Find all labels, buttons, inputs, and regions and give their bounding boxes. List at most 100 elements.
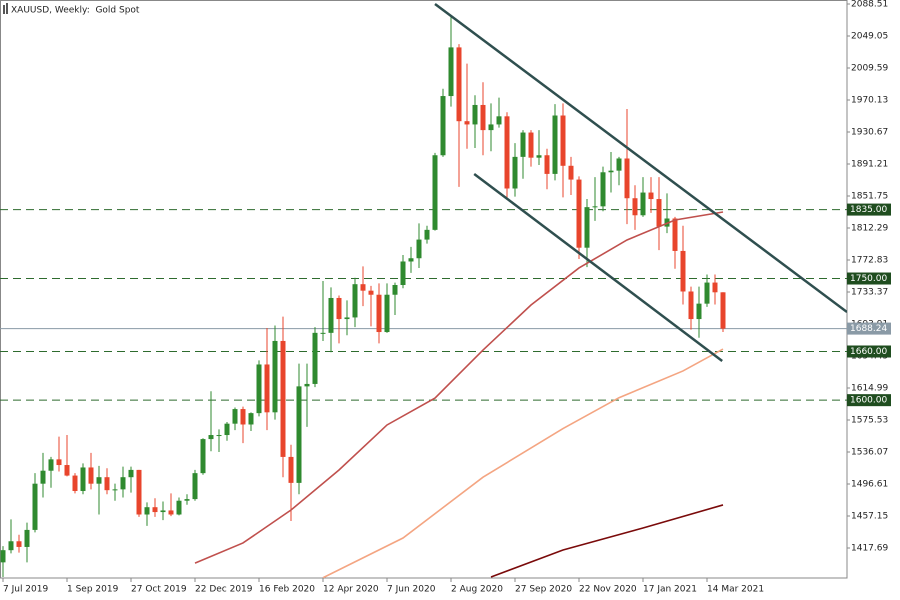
icon-bar xyxy=(6,3,8,14)
candle-body xyxy=(592,206,598,208)
candle-body xyxy=(432,155,438,230)
candle-body xyxy=(304,383,310,387)
y-tick-label: 1614.99 xyxy=(851,384,888,394)
chart-title: XAUUSD, Weekly: Gold Spot xyxy=(11,6,140,16)
x-tick-label: 16 Feb 2020 xyxy=(259,585,315,595)
candle-body xyxy=(512,156,518,189)
y-tick-label: 1417.69 xyxy=(851,544,888,554)
candle-body xyxy=(168,510,174,515)
x-tick-label: 17 Jan 2021 xyxy=(643,585,697,595)
candle-body xyxy=(672,218,678,251)
candle-body xyxy=(280,340,286,457)
candle-body xyxy=(40,470,46,484)
y-tick-label: 1970.13 xyxy=(851,95,888,105)
candle-body xyxy=(136,469,142,515)
candle-body xyxy=(480,104,486,131)
candle-body xyxy=(320,332,326,334)
candle-body xyxy=(416,239,422,259)
candle-body xyxy=(216,435,222,437)
x-tick-label: 7 Jun 2020 xyxy=(387,585,436,595)
last-price-label: 1688.24 xyxy=(850,324,887,334)
icon-bar xyxy=(3,5,5,14)
candle-body xyxy=(88,467,94,484)
y-tick-label: 2088.51 xyxy=(851,0,888,9)
candle-body xyxy=(104,477,110,491)
candle-body xyxy=(496,116,502,125)
y-tick-label: 1496.61 xyxy=(851,480,888,490)
candle-body xyxy=(656,199,662,227)
candle-body xyxy=(472,104,478,125)
candle-body xyxy=(560,115,566,166)
x-tick-label: 27 Sep 2020 xyxy=(515,585,572,595)
candle-body xyxy=(360,284,366,291)
candle-body xyxy=(144,507,150,515)
level-tag xyxy=(847,272,891,285)
y-tick-label: 1812.29 xyxy=(851,223,888,233)
candle-body xyxy=(624,158,630,199)
candle-body xyxy=(24,529,30,547)
level-tag xyxy=(847,394,891,407)
x-tick-label: 12 Apr 2020 xyxy=(323,585,379,595)
candle-body xyxy=(160,510,166,513)
candle-body xyxy=(264,364,270,413)
candle-body xyxy=(400,261,406,286)
title-icon xyxy=(3,3,8,14)
candle-body xyxy=(384,294,390,333)
level-tag-label: 1835.00 xyxy=(850,205,887,215)
candle-body xyxy=(64,465,70,476)
candle-body xyxy=(552,115,558,174)
y-tick-label: 1536.07 xyxy=(851,448,888,458)
candle-body xyxy=(256,364,262,414)
candle-body xyxy=(440,96,446,156)
candle-body xyxy=(208,435,214,440)
candle-body xyxy=(96,477,102,484)
last-price-tag xyxy=(847,322,891,335)
candle-body xyxy=(72,475,78,491)
candle-body xyxy=(248,413,254,425)
x-tick-label: 22 Dec 2019 xyxy=(195,585,253,595)
trendline xyxy=(434,3,847,314)
x-tick-label: 1 Sep 2019 xyxy=(67,585,119,595)
candle-body xyxy=(336,297,342,320)
y-tick-label: 1891.21 xyxy=(851,159,888,169)
y-tick-label: 1733.37 xyxy=(851,288,888,298)
candle-body xyxy=(192,473,198,500)
candle-body xyxy=(32,483,38,530)
candle-body xyxy=(464,121,470,125)
candle-body xyxy=(392,285,398,295)
candle-body xyxy=(312,332,318,384)
candle-body xyxy=(528,132,534,158)
y-tick-label: 1575.53 xyxy=(851,416,888,426)
candle-body xyxy=(328,297,334,333)
candle-body xyxy=(184,499,190,501)
candle-body xyxy=(80,467,86,491)
plot-area xyxy=(0,3,847,578)
x-tick-label: 22 Nov 2020 xyxy=(579,585,637,595)
candle-body xyxy=(344,317,350,320)
candle-body xyxy=(176,500,182,515)
candle-body xyxy=(152,507,158,513)
y-tick-label: 2009.59 xyxy=(851,63,888,73)
candle-body xyxy=(616,158,622,171)
candle-body xyxy=(640,192,646,216)
candle-body xyxy=(696,303,702,320)
candle-body xyxy=(576,179,582,248)
candle-body xyxy=(128,469,134,478)
y-tick-label: 1930.67 xyxy=(851,127,888,137)
level-tag xyxy=(847,345,891,358)
candle-body xyxy=(16,541,22,547)
trendline xyxy=(473,172,723,362)
y-tick-label: 1457.15 xyxy=(851,512,888,522)
candle-body xyxy=(520,132,526,157)
candle-body xyxy=(584,207,590,248)
y-tick-label: 1851.75 xyxy=(851,191,888,201)
candle-body xyxy=(296,386,302,483)
candle-body xyxy=(408,258,414,262)
candle-body xyxy=(48,459,54,471)
candle-body xyxy=(608,170,614,173)
candle-body xyxy=(544,155,550,174)
candle-body xyxy=(688,291,694,320)
candle-body xyxy=(0,550,6,563)
